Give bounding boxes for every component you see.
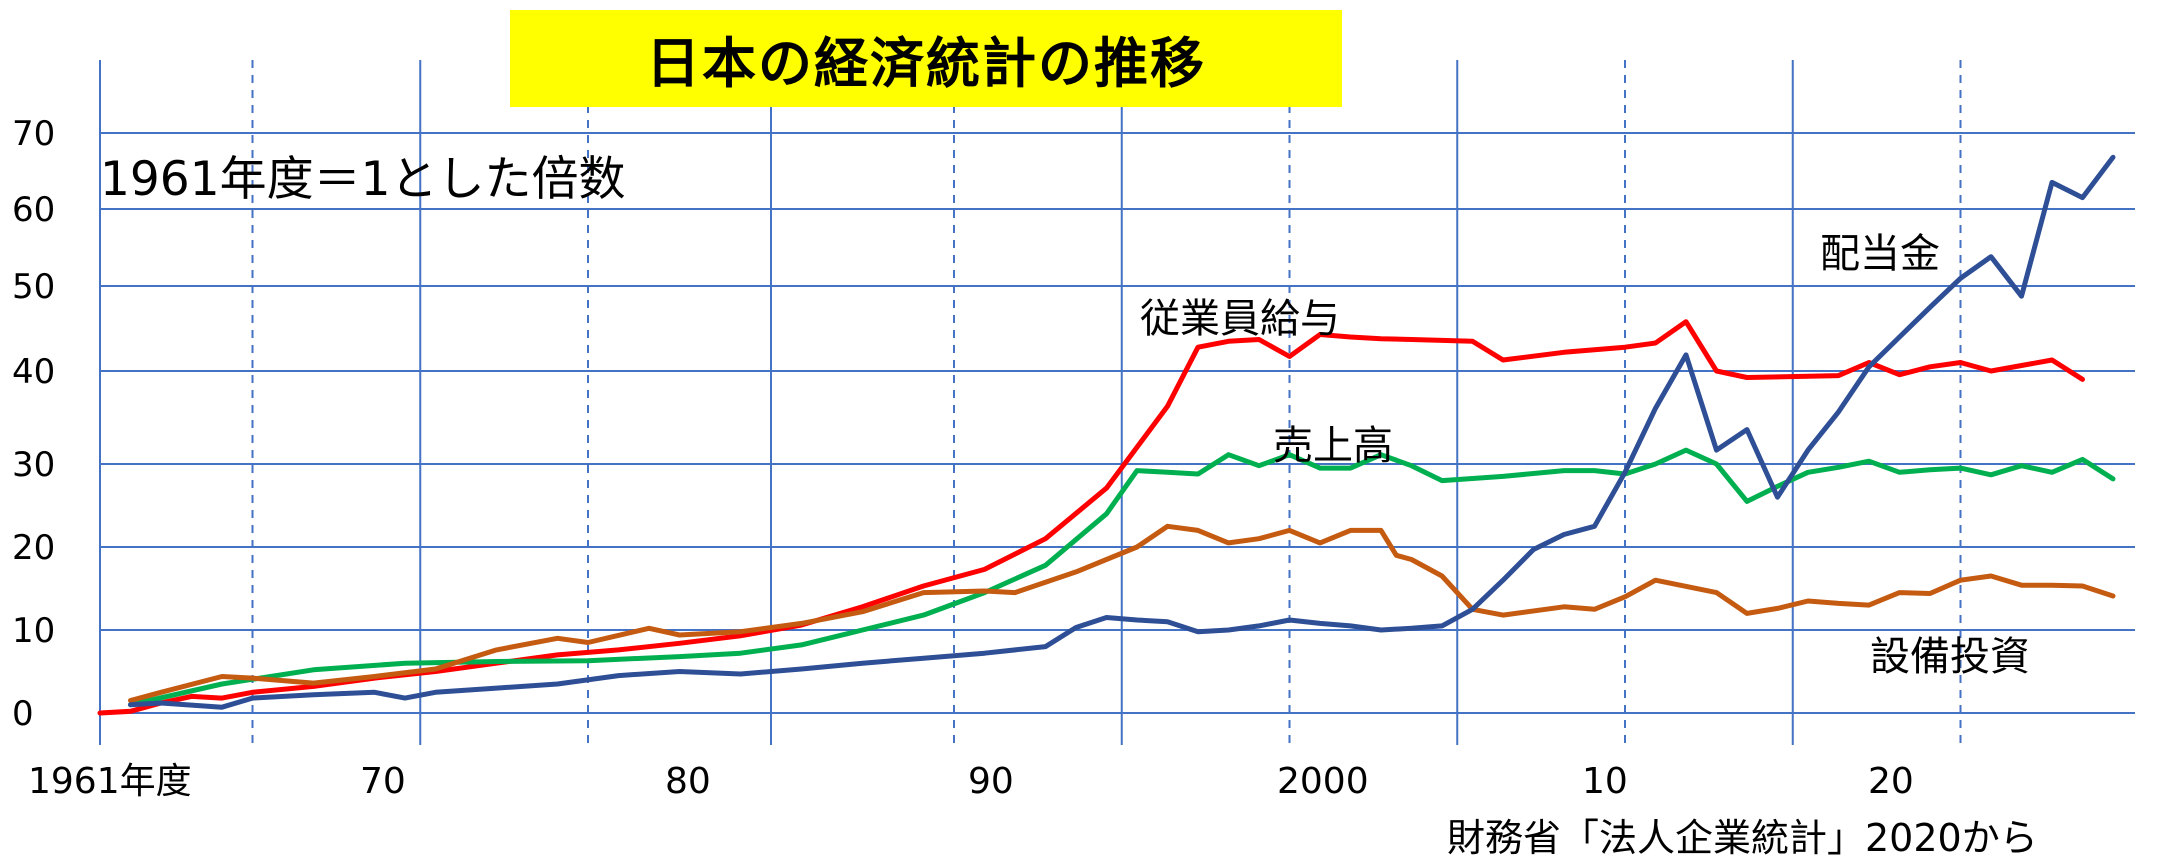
y-tick-label: 20	[12, 528, 55, 568]
y-tick-label: 0	[12, 694, 34, 734]
series-line	[128, 447, 2116, 708]
y-tick-label: 70	[12, 114, 55, 154]
x-tick-label: 90	[968, 761, 1014, 802]
y-tick-label: 10	[12, 611, 55, 651]
label-sales: 売上高	[1273, 423, 1393, 469]
x-axis-ticks: 1961年度 70 80 90 2000 10 20	[28, 761, 1914, 802]
label-dividends: 配当金	[1820, 231, 1940, 277]
label-capex: 設備投資	[1870, 634, 2030, 680]
x-tick-label: 20	[1868, 761, 1914, 802]
x-tick-label: 1961年度	[28, 761, 192, 802]
gridlines	[99, 60, 2135, 745]
source-note: 財務省「法人企業統計」2020から	[1447, 816, 2038, 860]
x-tick-label: 70	[360, 761, 406, 802]
series-line	[128, 154, 2116, 710]
chart-subtitle: 1961年度＝1とした倍数	[100, 152, 626, 207]
series-line	[128, 523, 2116, 703]
y-tick-label: 30	[12, 445, 55, 485]
x-tick-label: 10	[1582, 761, 1628, 802]
y-tick-label: 60	[12, 190, 55, 230]
label-salary: 従業員給与	[1140, 296, 1340, 342]
series-lines	[97, 154, 2116, 716]
x-tick-label: 80	[665, 761, 711, 802]
chart-title-box: 日本の経済統計の推移	[510, 10, 1342, 107]
x-tick-label: 2000	[1277, 761, 1369, 802]
y-axis-ticks: 0 10 20 30 40 50 60 70	[12, 114, 55, 734]
series-line	[97, 319, 2085, 716]
y-tick-label: 40	[12, 352, 55, 392]
chart-title: 日本の経済統計の推移	[646, 32, 1206, 95]
y-tick-label: 50	[12, 267, 55, 307]
